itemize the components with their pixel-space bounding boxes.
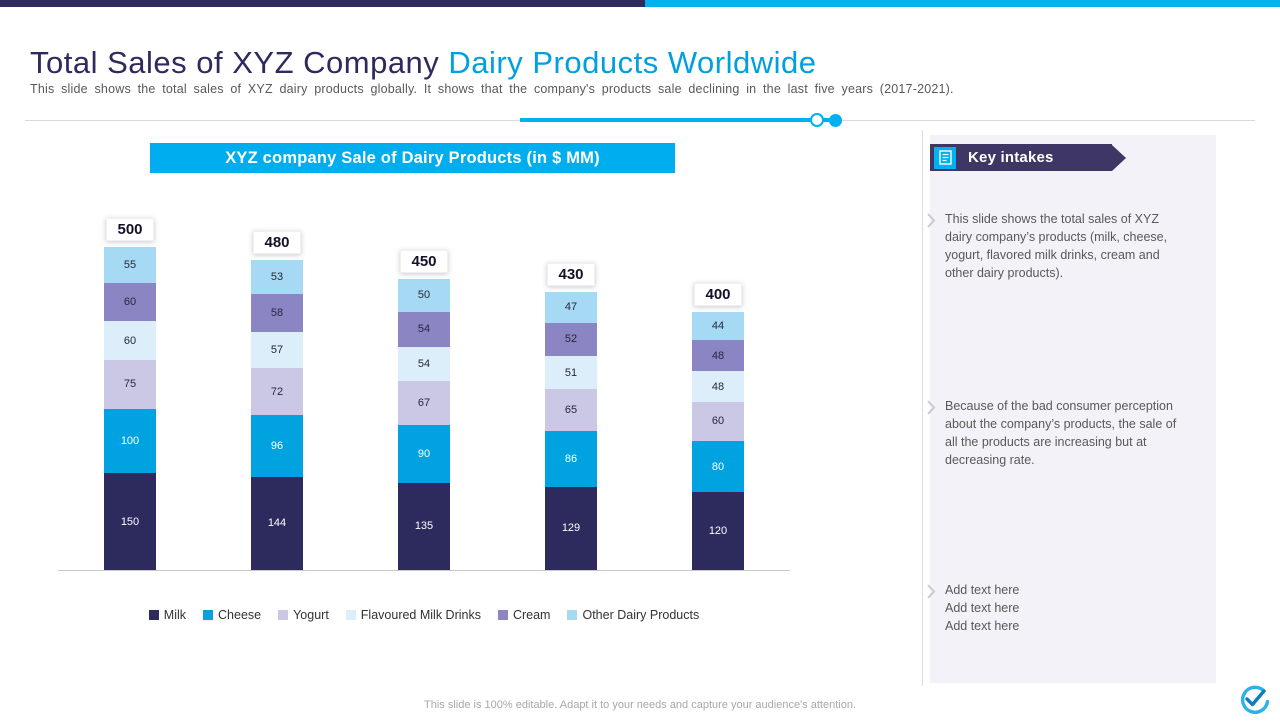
bar-chart: 500 55 60 60 75 100 150 480 53 58 57 72 96 144 450 50 54… [58, 196, 790, 571]
bar-stack: 50 54 54 67 90 135 [398, 279, 450, 570]
bar-stack: 53 58 57 72 96 144 [251, 259, 303, 570]
legend-swatch [278, 610, 289, 620]
key-intakes-banner-bar: Key intakes [930, 144, 1112, 171]
bullet-text-placeholders: Add text here Add text here Add text her… [945, 581, 1183, 635]
top-accent-bar-right [645, 0, 1280, 7]
banner-arrow [1112, 144, 1126, 171]
divider-dot-solid [829, 114, 842, 127]
legend-item-cream: Cream [497, 608, 551, 622]
bar-segment-cheese: 96 [251, 414, 303, 477]
bar-total-label: 430 [547, 263, 595, 287]
page-title-primary: Total Sales of XYZ Company [30, 44, 449, 80]
bar-segment-yogurt: 65 [545, 389, 597, 432]
placeholder-line: Add text here [945, 583, 1020, 597]
bar-column: 480 53 58 57 72 96 144 [251, 230, 303, 570]
legend-label: Cream [512, 608, 551, 622]
bar-segment-milk: 120 [692, 492, 744, 570]
bar-segment-flavoured-milk-drinks: 51 [545, 356, 597, 390]
bar-column: 400 44 48 48 60 80 120 [692, 282, 744, 570]
legend-item-yogurt: Yogurt [278, 608, 329, 622]
chevron-right-icon [926, 583, 936, 635]
bar-column: 450 50 54 54 67 90 135 [398, 250, 450, 570]
bar-segment-flavoured-milk-drinks: 48 [692, 371, 744, 403]
chart-title-banner: XYZ company Sale of Dairy Products (in $… [150, 143, 675, 173]
bar-segment-flavoured-milk-drinks: 60 [104, 321, 156, 361]
key-intakes-bullet-2: Because of the bad consumer perception a… [926, 397, 1188, 469]
key-intakes-title: Key intakes [968, 149, 1054, 166]
bar-segment-flavoured-milk-drinks: 54 [398, 346, 450, 382]
bar-segment-milk: 144 [251, 476, 303, 570]
bar-column: 430 47 52 51 65 86 129 [545, 263, 597, 570]
bar-segment-yogurt: 75 [104, 360, 156, 409]
legend-label: Milk [163, 608, 187, 622]
legend-label: Other Dairy Products [582, 608, 700, 622]
page-title-accent: Dairy Products Worldwide [448, 44, 817, 80]
bar-segment-cream: 54 [398, 311, 450, 347]
bar-segment-flavoured-milk-drinks: 57 [251, 331, 303, 369]
legend-item-cheese: Cheese [203, 608, 261, 622]
bullet-text: Because of the bad consumer perception a… [945, 399, 1177, 467]
footer-note: This slide is 100% editable. Adapt it to… [424, 699, 856, 711]
bar-stack: 55 60 60 75 100 150 [104, 247, 156, 570]
legend-swatch [148, 610, 159, 620]
bar-stack: 47 52 51 65 86 129 [545, 292, 597, 570]
bar-segment-cheese: 80 [692, 440, 744, 493]
bar-segment-other-dairy-products: 44 [692, 311, 744, 341]
divider-dot-outline [810, 113, 824, 127]
key-intakes-panel [930, 135, 1216, 683]
placeholder-line: Add text here [945, 601, 1020, 615]
bar-segment-yogurt: 60 [692, 402, 744, 441]
bar-total-label: 400 [694, 282, 742, 306]
vertical-divider [922, 130, 923, 686]
bar-segment-cream: 52 [545, 322, 597, 357]
bar-segment-other-dairy-products: 47 [545, 292, 597, 323]
bar-segment-other-dairy-products: 53 [251, 259, 303, 295]
legend-swatch [497, 610, 508, 620]
bullet-text: This slide shows the total sales of XYZ … [945, 212, 1168, 280]
bar-segment-milk: 150 [104, 473, 156, 570]
bar-segment-cream: 60 [104, 282, 156, 322]
top-accent-bar-left [0, 0, 645, 7]
bar-total-label: 500 [106, 218, 154, 242]
legend-label: Yogurt [293, 608, 329, 622]
placeholder-line: Add text here [945, 619, 1020, 633]
bar-segment-cream: 58 [251, 294, 303, 332]
legend-label: Flavoured Milk Drinks [360, 608, 481, 622]
legend-swatch [203, 610, 214, 620]
bar-total-label: 450 [400, 250, 448, 274]
bar-segment-milk: 135 [398, 482, 450, 570]
legend-item-flavoured-milk-drinks: Flavoured Milk Drinks [345, 608, 481, 622]
key-intakes-banner: Key intakes [930, 144, 1126, 171]
bar-stack: 44 48 48 60 80 120 [692, 311, 744, 570]
header-divider-accent [520, 118, 836, 122]
chart-legend: Milk Cheese Yogurt Flavoured Milk Drinks Cre… [58, 608, 790, 622]
bar-segment-other-dairy-products: 50 [398, 279, 450, 312]
legend-swatch [567, 610, 578, 620]
chevron-right-icon [926, 399, 936, 469]
note-icon [934, 146, 956, 169]
legend-swatch [345, 610, 356, 620]
bar-segment-cheese: 90 [398, 424, 450, 483]
bar-segment-milk: 129 [545, 486, 597, 570]
bar-segment-other-dairy-products: 55 [104, 247, 156, 283]
legend-item-other-dairy-products: Other Dairy Products [567, 608, 699, 622]
chevron-right-icon [926, 212, 936, 282]
key-intakes-bullet-1: This slide shows the total sales of XYZ … [926, 210, 1188, 282]
page-subtitle: This slide shows the total sales of XYZ … [30, 82, 954, 96]
page-title: Total Sales of XYZ Company Dairy Product… [30, 45, 816, 81]
bar-total-label: 480 [253, 230, 301, 254]
bar-column: 500 55 60 60 75 100 150 [104, 218, 156, 570]
bar-segment-cheese: 86 [545, 431, 597, 487]
key-intakes-bullet-3: Add text here Add text here Add text her… [926, 581, 1188, 635]
bar-segment-yogurt: 72 [251, 368, 303, 415]
bar-segment-yogurt: 67 [398, 381, 450, 425]
legend-item-milk: Milk [148, 608, 187, 622]
legend-label: Cheese [218, 608, 262, 622]
brand-swoosh-logo [1234, 684, 1270, 716]
bar-segment-cream: 48 [692, 340, 744, 372]
bar-segment-cheese: 100 [104, 408, 156, 474]
